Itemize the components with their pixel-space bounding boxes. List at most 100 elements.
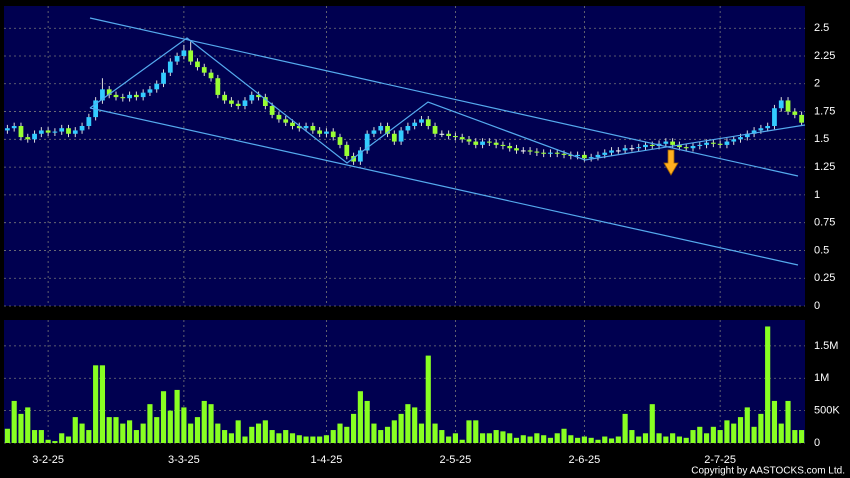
candle-body xyxy=(480,141,485,145)
volume-bar xyxy=(167,410,173,443)
y-tick-label: 1.25 xyxy=(814,161,835,173)
candle-body xyxy=(222,94,227,101)
volume-bar xyxy=(269,430,275,443)
candle-body xyxy=(717,143,723,145)
volume-bar xyxy=(242,436,248,443)
volume-bar xyxy=(439,430,445,443)
candle-body xyxy=(113,94,119,98)
candle-body xyxy=(588,157,594,159)
volume-bar xyxy=(527,436,533,443)
candle-body xyxy=(72,130,78,134)
candle-body xyxy=(772,108,777,126)
y-tick-label: 2.5 xyxy=(814,22,829,34)
volume-bar xyxy=(683,437,689,443)
candle-body xyxy=(514,148,519,151)
candle-body xyxy=(609,150,614,153)
volume-bar xyxy=(72,417,78,443)
y-tick-label: 1.5M xyxy=(814,340,838,352)
x-tick-label: 3-3-25 xyxy=(168,454,200,466)
candle-body xyxy=(358,150,363,162)
volume-bar xyxy=(785,400,791,443)
candle-body xyxy=(188,50,194,62)
volume-bar xyxy=(792,430,798,443)
x-tick-label: 3-2-25 xyxy=(32,454,64,466)
volume-bar xyxy=(140,423,146,443)
volume-bar xyxy=(99,365,106,443)
volume-bar xyxy=(466,420,472,443)
candle-body xyxy=(527,150,533,152)
volume-bar xyxy=(656,433,662,443)
candle-body xyxy=(683,147,689,149)
candle-body xyxy=(391,133,397,142)
candle-body xyxy=(235,103,241,106)
volume-bar xyxy=(636,436,642,443)
candle-body xyxy=(310,126,316,131)
candle-body xyxy=(269,106,275,115)
volume-bar xyxy=(737,417,744,443)
candle-body xyxy=(738,137,743,140)
volume-bar xyxy=(222,430,228,443)
candle-body xyxy=(32,133,37,140)
candle-body xyxy=(765,126,771,129)
candle-body xyxy=(419,119,424,123)
candle-body xyxy=(120,97,126,99)
x-tick-label: 2-6-25 xyxy=(568,454,600,466)
candle-body xyxy=(344,144,350,156)
price-panel xyxy=(4,6,805,306)
volume-bar xyxy=(588,437,594,443)
candle-body xyxy=(425,119,431,126)
candle-body xyxy=(405,126,411,131)
volume-bar xyxy=(174,389,180,443)
volume-bar xyxy=(412,407,418,443)
candle-body xyxy=(18,126,24,138)
volume-bar xyxy=(323,435,330,443)
candle-body xyxy=(690,146,696,149)
candle-body xyxy=(744,133,750,138)
candle-body xyxy=(548,152,553,154)
volume-bar xyxy=(520,435,526,443)
volume-bar xyxy=(479,433,486,443)
volume-bar xyxy=(65,436,72,443)
candle-body xyxy=(256,94,261,98)
candle-body xyxy=(337,137,343,145)
volume-bar xyxy=(330,430,336,443)
candle-body xyxy=(66,128,71,134)
volume-bar xyxy=(249,426,255,443)
candle-body xyxy=(453,136,458,138)
candle-body xyxy=(201,67,207,73)
candle-body xyxy=(276,114,282,120)
volume-bar xyxy=(670,433,676,443)
candle-body xyxy=(45,130,51,133)
volume-bar xyxy=(629,430,635,443)
volume-bar xyxy=(160,391,167,443)
y-tick-label: 1M xyxy=(814,372,829,384)
volume-bar xyxy=(432,423,438,443)
volume-bar xyxy=(120,423,126,443)
volume-bar xyxy=(317,436,323,443)
volume-bar xyxy=(337,423,343,443)
candle-body xyxy=(181,50,187,56)
candle-body xyxy=(643,144,648,148)
candle-body xyxy=(133,94,139,98)
volume-bar xyxy=(371,423,377,443)
candle-body xyxy=(195,61,200,68)
candle-body xyxy=(724,141,730,145)
volume-bar xyxy=(11,400,17,443)
candle-body xyxy=(575,154,580,156)
candle-body xyxy=(649,144,655,146)
volume-bar xyxy=(649,404,655,443)
volume-bar xyxy=(608,438,615,443)
volume-bar xyxy=(459,439,465,443)
volume-bar xyxy=(751,426,757,443)
volume-panel xyxy=(4,320,805,443)
volume-bar xyxy=(615,436,621,443)
volume-bar xyxy=(276,433,282,443)
volume-bar xyxy=(289,433,296,443)
volume-bar xyxy=(452,433,458,443)
volume-bar xyxy=(473,420,479,443)
volume-bar xyxy=(425,355,431,443)
candle-body xyxy=(439,133,445,135)
candle-body xyxy=(636,147,642,149)
candle-body xyxy=(106,89,112,95)
volume-bar xyxy=(697,426,703,443)
